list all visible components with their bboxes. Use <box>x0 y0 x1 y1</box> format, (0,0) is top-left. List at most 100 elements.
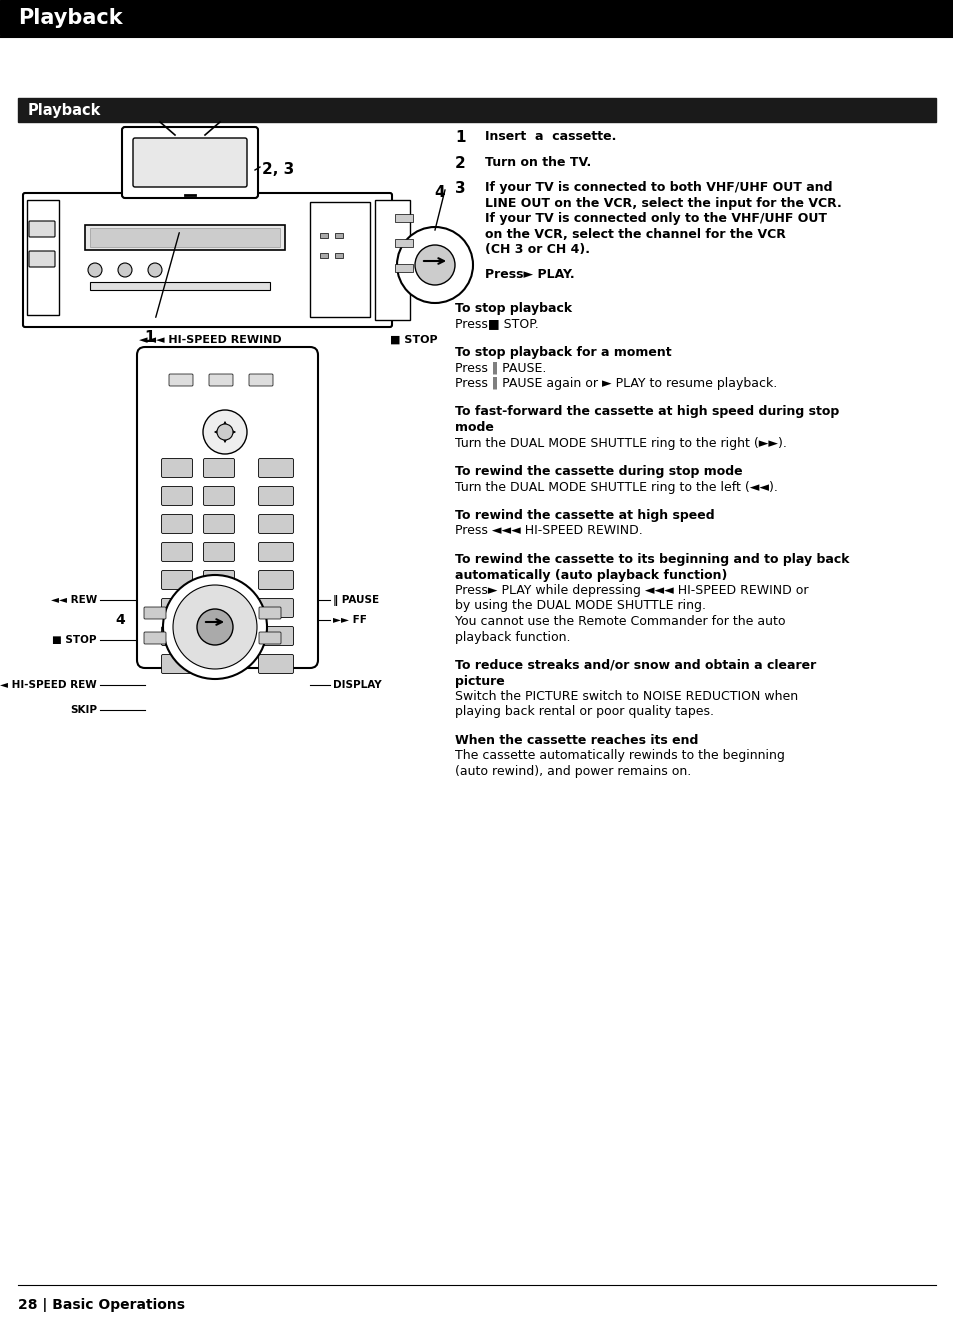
FancyBboxPatch shape <box>161 598 193 618</box>
FancyBboxPatch shape <box>258 487 294 505</box>
FancyBboxPatch shape <box>137 347 317 668</box>
Circle shape <box>216 423 233 441</box>
Text: Press ‖ PAUSE again or ► PLAY to resume playback.: Press ‖ PAUSE again or ► PLAY to resume … <box>455 377 777 390</box>
Text: 1: 1 <box>145 329 155 345</box>
Bar <box>319 233 328 238</box>
FancyBboxPatch shape <box>144 632 166 644</box>
Bar <box>395 265 413 273</box>
Circle shape <box>88 263 102 277</box>
FancyBboxPatch shape <box>144 607 166 619</box>
Text: Turn the DUAL MODE SHUTTLE ring to the right (►►).: Turn the DUAL MODE SHUTTLE ring to the r… <box>455 437 786 450</box>
Text: 4: 4 <box>455 269 465 283</box>
FancyBboxPatch shape <box>258 627 294 646</box>
Text: 28 | Basic Operations: 28 | Basic Operations <box>18 1298 185 1312</box>
Text: ◄◄ REW: ◄◄ REW <box>51 595 97 605</box>
Circle shape <box>396 228 473 303</box>
Text: To fast-forward the cassette at high speed during stop: To fast-forward the cassette at high spe… <box>455 406 839 418</box>
Text: LINE OUT on the VCR, select the input for the VCR.: LINE OUT on the VCR, select the input fo… <box>484 197 841 209</box>
FancyBboxPatch shape <box>258 655 294 673</box>
Text: playback function.: playback function. <box>455 631 570 643</box>
Text: playing back rental or poor quality tapes.: playing back rental or poor quality tape… <box>455 705 713 718</box>
Text: SKIP: SKIP <box>70 705 97 714</box>
FancyBboxPatch shape <box>161 515 193 533</box>
FancyBboxPatch shape <box>161 487 193 505</box>
Bar <box>395 239 413 247</box>
Text: If your TV is connected only to the VHF/UHF OUT: If your TV is connected only to the VHF/… <box>484 212 826 225</box>
Text: ◄◄◄ HI-SPEED REW: ◄◄◄ HI-SPEED REW <box>0 680 97 691</box>
Text: 3: 3 <box>455 181 465 196</box>
Text: You cannot use the Remote Commander for the auto: You cannot use the Remote Commander for … <box>455 615 784 628</box>
Text: ►► FF: ►► FF <box>333 615 367 624</box>
Text: To stop playback for a moment: To stop playback for a moment <box>455 347 671 359</box>
Text: Press► PLAY.: Press► PLAY. <box>484 269 574 282</box>
Text: Press ◄◄◄ HI-SPEED REWIND.: Press ◄◄◄ HI-SPEED REWIND. <box>455 524 642 537</box>
FancyBboxPatch shape <box>258 542 294 561</box>
FancyBboxPatch shape <box>203 598 234 618</box>
Text: To rewind the cassette at high speed: To rewind the cassette at high speed <box>455 509 714 523</box>
FancyBboxPatch shape <box>249 374 273 386</box>
Text: Turn on the TV.: Turn on the TV. <box>484 156 591 168</box>
Text: 4: 4 <box>435 185 445 200</box>
FancyBboxPatch shape <box>258 459 294 478</box>
Bar <box>335 253 343 258</box>
FancyBboxPatch shape <box>203 542 234 561</box>
Text: The cassette automatically rewinds to the beginning: The cassette automatically rewinds to th… <box>455 750 784 762</box>
Circle shape <box>172 585 256 669</box>
Text: To reduce streaks and/or snow and obtain a clearer: To reduce streaks and/or snow and obtain… <box>455 659 816 672</box>
Text: ■ STOP: ■ STOP <box>52 635 97 646</box>
Circle shape <box>196 609 233 646</box>
Text: mode: mode <box>455 421 494 434</box>
Text: Insert  a  cassette.: Insert a cassette. <box>484 130 616 143</box>
Bar <box>310 202 370 318</box>
Circle shape <box>118 263 132 277</box>
Text: on the VCR, select the channel for the VCR: on the VCR, select the channel for the V… <box>484 228 785 241</box>
Bar <box>319 253 328 258</box>
Text: If your TV is connected to both VHF/UHF OUT and: If your TV is connected to both VHF/UHF … <box>484 181 832 194</box>
Text: 4: 4 <box>115 613 125 627</box>
Text: ◄◄◄ HI-SPEED REWIND: ◄◄◄ HI-SPEED REWIND <box>138 335 281 345</box>
Text: Playback: Playback <box>18 8 123 28</box>
Text: (auto rewind), and power remains on.: (auto rewind), and power remains on. <box>455 765 691 778</box>
Circle shape <box>148 263 162 277</box>
Text: 2: 2 <box>455 156 465 171</box>
FancyBboxPatch shape <box>258 515 294 533</box>
Bar <box>27 200 59 315</box>
FancyBboxPatch shape <box>258 632 281 644</box>
Text: (CH 3 or CH 4).: (CH 3 or CH 4). <box>484 243 589 255</box>
Circle shape <box>415 245 455 284</box>
FancyBboxPatch shape <box>209 374 233 386</box>
FancyBboxPatch shape <box>203 459 234 478</box>
Text: picture: picture <box>455 675 504 688</box>
Text: To rewind the cassette to its beginning and to play back: To rewind the cassette to its beginning … <box>455 553 848 566</box>
Bar <box>90 282 270 290</box>
Text: Turn the DUAL MODE SHUTTLE ring to the left (◄◄).: Turn the DUAL MODE SHUTTLE ring to the l… <box>455 480 777 493</box>
FancyBboxPatch shape <box>203 627 234 646</box>
FancyBboxPatch shape <box>203 515 234 533</box>
FancyBboxPatch shape <box>258 570 294 590</box>
FancyBboxPatch shape <box>258 607 281 619</box>
FancyBboxPatch shape <box>169 374 193 386</box>
Text: ■ STOP: ■ STOP <box>390 335 437 345</box>
Bar <box>375 200 410 320</box>
FancyBboxPatch shape <box>29 221 55 237</box>
FancyBboxPatch shape <box>161 655 193 673</box>
FancyBboxPatch shape <box>23 193 392 327</box>
Text: Press■ STOP.: Press■ STOP. <box>455 318 538 331</box>
Text: ‖ PAUSE: ‖ PAUSE <box>333 594 378 606</box>
FancyBboxPatch shape <box>258 598 294 618</box>
Circle shape <box>163 576 267 679</box>
Bar <box>335 233 343 238</box>
Bar <box>0 0 953 34</box>
Text: When the cassette reaches its end: When the cassette reaches its end <box>455 734 698 747</box>
Text: DISPLAY: DISPLAY <box>333 680 381 691</box>
FancyBboxPatch shape <box>203 655 234 673</box>
FancyBboxPatch shape <box>122 127 257 198</box>
Text: 2, 3: 2, 3 <box>262 161 294 177</box>
FancyBboxPatch shape <box>203 487 234 505</box>
FancyBboxPatch shape <box>29 251 55 267</box>
FancyBboxPatch shape <box>161 459 193 478</box>
Bar <box>90 228 280 247</box>
Text: To stop playback: To stop playback <box>455 302 572 315</box>
FancyBboxPatch shape <box>161 570 193 590</box>
Text: Press ‖ PAUSE.: Press ‖ PAUSE. <box>455 361 546 374</box>
